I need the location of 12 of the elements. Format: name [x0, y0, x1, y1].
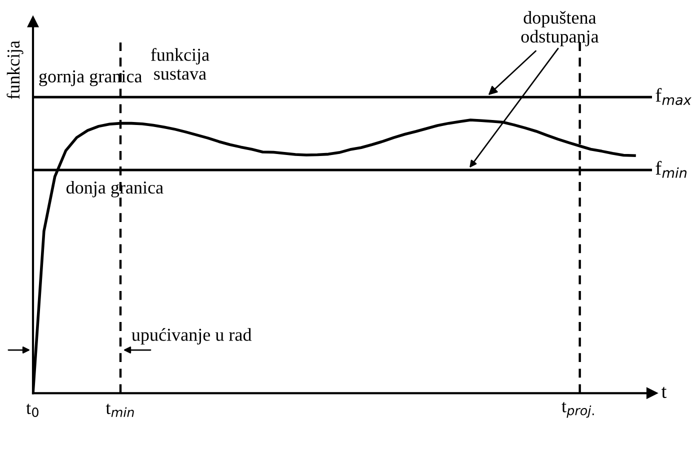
annotation: donja granica: [66, 180, 164, 198]
annotation: gornja granica: [39, 70, 142, 86]
x-tick-label: t$_{min}$: [106, 404, 134, 417]
x-axis-title: t: [661, 386, 667, 398]
text: dopuštena odstupanja: [521, 11, 599, 46]
ref-line-label: f$_{max}$: [656, 88, 692, 106]
x-tick-label: t$_{0}$: [26, 404, 38, 418]
ref-line-label: f$_{min}$: [656, 160, 686, 178]
y-axis-title: funkcija: [6, 40, 24, 100]
text: funkcija sustava: [150, 48, 210, 80]
annotation: upućivanje u rad: [132, 328, 252, 345]
x-tick-label: t$_{proj.}$: [562, 402, 594, 418]
